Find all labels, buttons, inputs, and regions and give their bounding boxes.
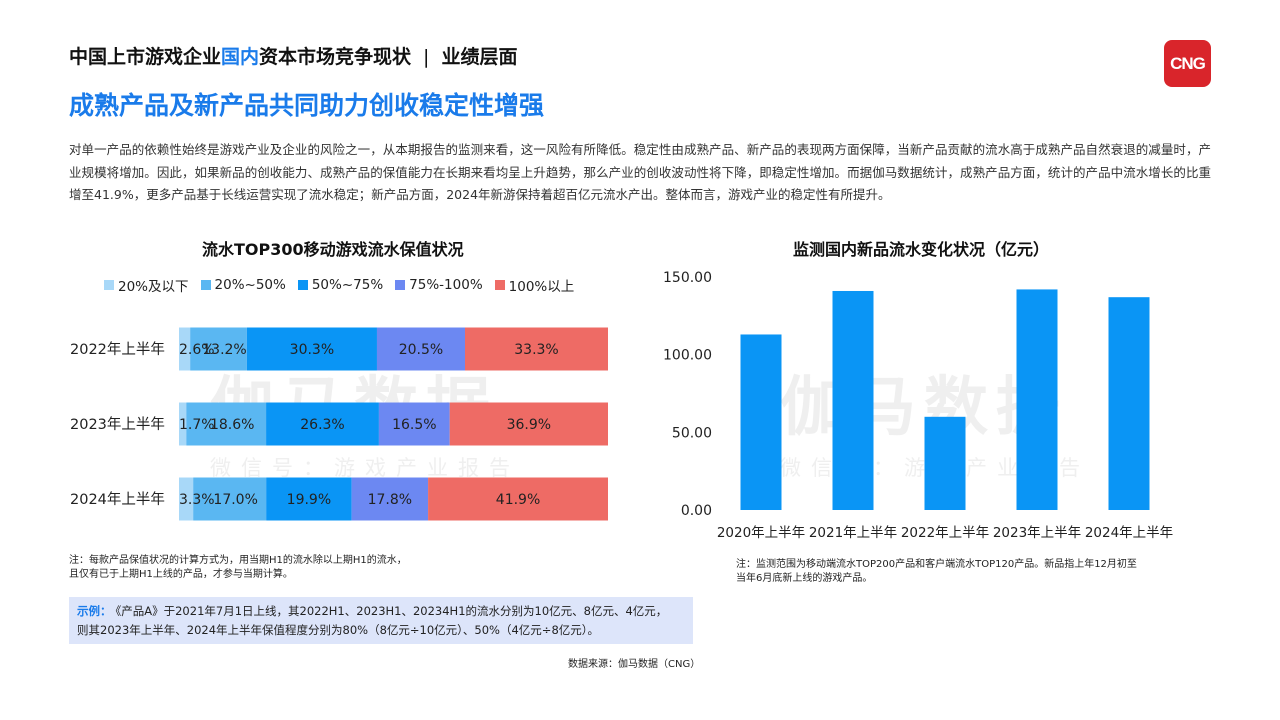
chart2-y-tick-label: 100.00: [663, 348, 712, 364]
chart2-x-tick-label: 2020年上半年: [717, 525, 805, 541]
chart2-y-tick-label: 150.00: [663, 270, 712, 286]
header-separator: |: [423, 46, 430, 68]
chart2-bar: [1016, 289, 1058, 510]
chart1-data-label: 41.9%: [496, 492, 540, 508]
chart1-note-line2: 且仅有已于上期H1上线的产品，才参与当期计算。: [69, 569, 293, 580]
chart2-title: 监测国内新品流水变化状况（亿元）: [793, 240, 1050, 259]
chart1-category-label: 2022年上半年: [70, 341, 165, 358]
chart1-legend-item: 20%~50%: [200, 275, 286, 295]
chart1-legend-label: 20%~50%: [214, 277, 286, 293]
chart1-data-label: 17.0%: [213, 492, 257, 508]
chart1-legend-item: 100%以上: [494, 275, 575, 295]
chart2-note-line2: 当年6月底新上线的游戏产品。: [736, 573, 873, 584]
chart1-plot: 2022年上半年 2.6%13.2% 30.3% 20.5% 33.3% 2023年上半年…: [70, 327, 608, 521]
chart1-legend-swatch: [494, 280, 505, 290]
header-title-part2: 资本市场竞争现状: [259, 46, 412, 68]
chart1-data-label: 16.5%: [392, 417, 436, 433]
chart1-title: 流水TOP300移动游戏流水保值状况: [202, 240, 464, 259]
chart1-data-label: 3.3%: [179, 492, 215, 508]
chart2-note: 注：监测范围为移动端流水TOP200产品和客户端流水TOP120产品。新品指上年…: [736, 558, 1137, 586]
chart1-data-label: 36.9%: [507, 417, 551, 433]
chart1-data-label: 1.7%: [179, 417, 215, 433]
chart1-bar-segment: [186, 402, 267, 446]
chart1-note-line1: 注：每款产品保值状况的计算方式为，用当期H1的流水除以上期H1的流水，: [69, 555, 407, 566]
chart1-legend-item: 50%~75%: [297, 275, 384, 295]
chart2-bar: [740, 334, 782, 510]
chart2-x-tick-label: 2022年上半年: [901, 525, 989, 541]
chart1-legend-label: 75%-100%: [409, 277, 483, 293]
chart1-legend-swatch: [395, 280, 406, 290]
chart1-data-label: 13.2%: [202, 342, 246, 358]
chart1-legend-label: 50%~75%: [311, 277, 384, 293]
chart1-data-label: 33.3%: [514, 342, 558, 358]
example-box: 示例： 《产品A》于2021年7月1日上线，其2022H1、2023H1、2023…: [69, 597, 693, 644]
chart1-legend-label: 20%及以下: [118, 279, 189, 295]
chart1-bar-segment: [179, 402, 187, 446]
chart1-legend-swatch: [104, 280, 114, 290]
header-title-part1: 中国上市游戏企业: [69, 46, 222, 68]
chart2-bar: [1108, 297, 1150, 510]
chart1-legend-swatch: [200, 280, 211, 290]
chart1-bar-segment: [266, 477, 352, 521]
example-line1: 《产品A》于2021年7月1日上线，其2022H1、2023H1、20234H1…: [115, 604, 668, 618]
chart1-bar-segment: [246, 327, 377, 371]
chart2-x-tick-label: 2021年上半年: [809, 525, 897, 541]
chart1-data-label: 19.9%: [287, 492, 331, 508]
example-label: 示例：: [77, 604, 112, 618]
chart1-legend-swatch: [297, 280, 308, 290]
chart1-data-label: 26.3%: [300, 417, 344, 433]
chart1-data-label: 30.3%: [290, 342, 334, 358]
chart1-category-label: 2023年上半年: [70, 416, 165, 433]
header-section: 业绩层面: [441, 46, 518, 68]
chart2-note-line1: 注：监测范围为移动端流水TOP200产品和客户端流水TOP120产品。新品指上年…: [736, 559, 1137, 570]
cng-logo: CNG: [1164, 40, 1211, 87]
chart1-legend-label: 100%以上: [508, 279, 575, 295]
chart1-bar-segment: [266, 402, 379, 446]
page-header: 中国上市游戏企业国内资本市场竞争现状 | 业绩层面: [69, 42, 517, 69]
chart2-y-tick-label: 0.00: [681, 503, 712, 519]
chart2-bar: [832, 290, 874, 510]
chart1-bar-segment: [376, 327, 465, 371]
chart1-note: 注：每款产品保值状况的计算方式为，用当期H1的流水除以上期H1的流水， 且仅有已…: [69, 554, 407, 582]
chart1-bar-segment: [428, 477, 608, 521]
chart2-bar: [924, 416, 966, 510]
chart1-legend-item: 20%及以下: [104, 275, 189, 295]
page-subtitle: 成熟产品及新产品共同助力创收稳定性增强: [69, 91, 545, 120]
chart1-bar-segment: [378, 402, 450, 446]
example-line2: 则其2023年上半年、2024年上半年保值程度分别为80%（8亿元÷10亿元）、…: [77, 623, 600, 637]
chart1-data-label: 20.5%: [399, 342, 443, 358]
data-source: 数据来源：伽马数据（CNG）: [568, 659, 701, 670]
chart1-bar-segment: [449, 402, 608, 446]
chart1-legend-item: 75%-100%: [395, 275, 483, 295]
chart2-x-tick-label: 2024年上半年: [1085, 525, 1173, 541]
chart1-bar-segment: [179, 327, 191, 371]
header-title-highlight: 国内: [221, 46, 260, 68]
chart1-category-label: 2024年上半年: [70, 491, 165, 508]
chart1-data-label: 18.6%: [210, 417, 254, 433]
chart1-bar-segment: [193, 477, 267, 521]
chart1-bar-segment: [465, 327, 608, 371]
chart2-x-tick-label: 2023年上半年: [993, 525, 1081, 541]
chart1-data-label: 2.6%: [179, 342, 215, 358]
chart2-y-tick-label: 50.00: [672, 425, 712, 441]
chart1-bar-segment: [351, 477, 429, 521]
chart1-bar-segment: [179, 477, 194, 521]
intro-paragraph: 对单一产品的依赖性始终是游戏产业及企业的风险之一，从本期报告的监测来看，这一风险…: [69, 142, 1211, 202]
chart1-bar-segment: [190, 327, 247, 371]
chart1-data-label: 17.8%: [368, 492, 412, 508]
chart1-legend: 20%及以下 20%~50% 50%~75% 75%-100% 100%以上: [104, 275, 574, 295]
